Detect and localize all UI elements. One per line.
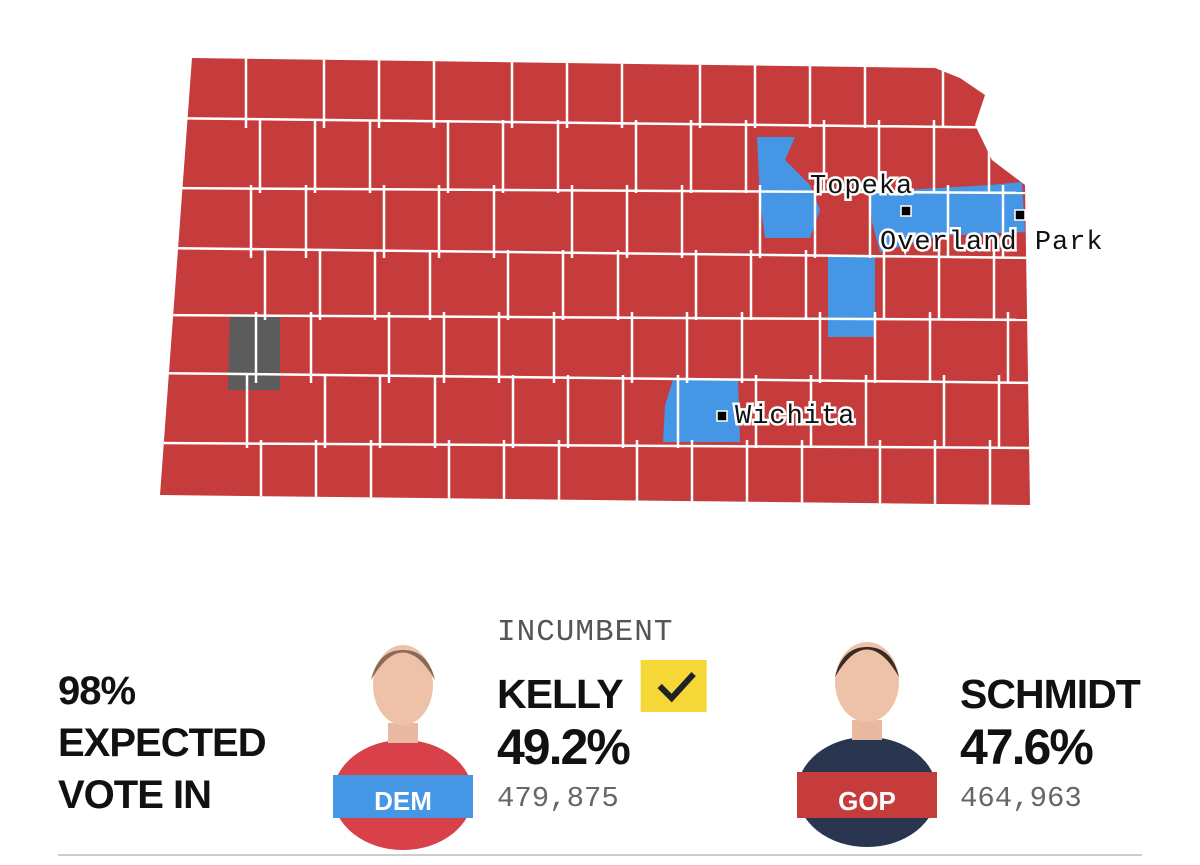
party-label: DEM: [374, 786, 432, 816]
county-border: [160, 186, 1030, 195]
party-bar: [333, 775, 473, 818]
vote-count: 479,875: [497, 782, 619, 815]
photo-hair: [371, 650, 435, 680]
county-border: [160, 116, 1030, 130]
candidate-name: KELLY: [497, 671, 623, 717]
photo-neck: [852, 720, 882, 740]
summary-line: 98%: [58, 669, 135, 713]
candidate-name: SCHMIDT: [960, 671, 1141, 717]
county-dem: [828, 255, 875, 337]
county-dem: [663, 380, 740, 442]
city-labels: Topeka Overland Park Wichita: [716, 170, 1105, 435]
expected-vote: 98% EXPECTED VOTE IN: [58, 669, 267, 817]
party-bar: [797, 772, 937, 818]
county-no-data: [228, 316, 280, 390]
party-label: GOP: [838, 786, 896, 816]
city-marker: [900, 205, 912, 217]
city-label: Overland Park: [880, 228, 1104, 258]
county-dem: [757, 137, 820, 238]
county-border: [160, 441, 1030, 450]
winner-check-bg: [640, 660, 707, 712]
state-shape: [160, 58, 1030, 505]
county-borders: [160, 58, 1030, 505]
incumbent-tag: INCUMBENT: [497, 615, 673, 650]
winner-check: [657, 671, 696, 703]
summary-line: VOTE IN: [58, 773, 211, 817]
city-label: Wichita: [735, 402, 855, 432]
photo-face: [373, 645, 433, 725]
kansas-map: Topeka Overland Park Wichita: [160, 58, 1105, 505]
city-label: Topeka: [810, 172, 913, 202]
vote-percent: 49.2%: [497, 719, 630, 775]
summary-line: EXPECTED: [58, 721, 266, 765]
vote-percent: 47.6%: [960, 719, 1093, 775]
county-border: [160, 246, 1030, 260]
county-border: [160, 313, 1030, 322]
city-marker: [716, 410, 728, 422]
county-border: [160, 371, 1030, 385]
photo-hair: [835, 647, 899, 677]
city-marker: [1014, 209, 1026, 221]
photo-neck: [388, 723, 418, 743]
photo-face: [835, 642, 899, 722]
vote-count: 464,963: [960, 782, 1082, 815]
counties: [160, 58, 1030, 505]
